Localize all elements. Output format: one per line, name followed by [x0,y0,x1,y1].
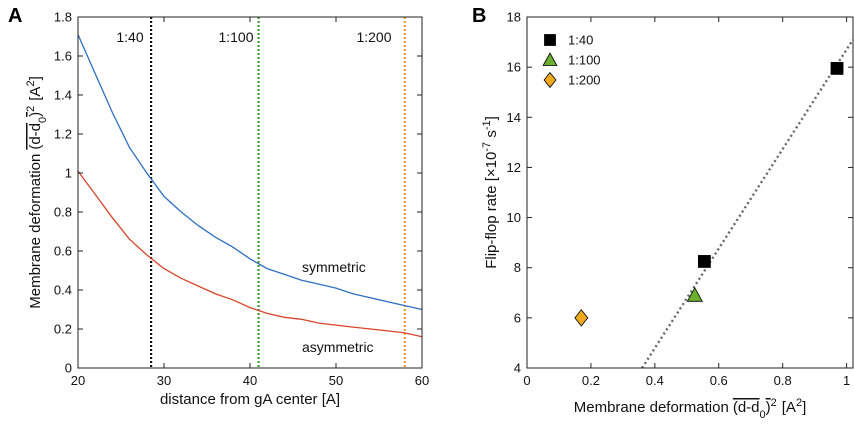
y-tick-label: 0.4 [54,283,72,298]
y-tick-label: 6 [514,310,521,325]
y-label-pow: 2 [25,106,37,112]
y-tick-label: 18 [507,10,521,25]
series-label: symmetric [302,259,366,275]
data-point-1-40 [697,255,711,268]
y-tick-label: 16 [507,60,521,75]
legend-marker-1-40 [544,34,556,46]
y-label-unit: [A [27,87,44,101]
y-tick-label: 1.8 [54,10,72,25]
x-label-unit-close: ] [802,399,806,416]
y-axis-label: Flip-flop rate [×10-7 s-1] [481,116,500,269]
x-label-formula: (d-d [733,399,760,416]
data-point-1-200 [574,309,589,327]
legend-label: 1:100 [568,53,601,68]
fit-line [641,38,854,369]
y-label-prefix: Membrane deformation [27,154,44,309]
y-tick-label: 0 [65,361,72,376]
vline-label: 1:100 [218,29,253,45]
panel-a-letter: A [8,5,22,27]
y-label-formula: (d-d [27,123,44,150]
plot-frame [526,16,854,369]
series-line-asymmetric [77,170,423,338]
legend-marker-1-100 [542,52,558,66]
y-label-unit-exp: -1 [481,120,493,130]
y-label-close: ] [483,116,500,120]
x-tick-label: 0.4 [646,373,664,388]
y-tick-label: 0.8 [54,205,72,220]
x-tick-label: 40 [243,373,257,388]
y-tick-label: 1.4 [54,88,72,103]
y-label-sub: 0 [37,117,49,123]
x-tick-label: 1 [843,373,850,388]
x-label-sub: 0 [760,409,766,421]
data-point-1-40 [830,61,844,75]
y-label-exp: -7 [481,142,493,152]
data-point-1-100 [686,286,703,302]
y-label-unit: s [483,130,500,142]
x-tick-label: 0.8 [774,373,792,388]
x-axis-label: distance from gA center [A] [160,391,340,408]
x-label-unit: [A [782,399,796,416]
y-tick-label: 0.6 [54,244,72,259]
y-label-paren: ) [27,112,44,117]
series-line-symmetric [77,34,423,311]
y-tick-label: 4 [514,361,521,376]
y-tick-label: 10 [507,210,521,225]
y-axis-label: Membrane deformation(d-d0)2[A2] [25,76,49,309]
x-label-paren: ) [766,399,771,416]
y-tick-label: 12 [507,160,521,175]
y-label-prefix: Flip-flop rate [×10 [483,152,500,269]
y-label-unit-close: ] [27,76,44,80]
x-label-prefix: Membrane deformation [574,399,729,416]
x-tick-label: 0.2 [582,373,600,388]
legend-label: 1:40 [568,33,593,48]
panel-b-letter: B [472,5,486,27]
series-label: asymmetric [302,339,374,355]
y-tick-label: 1 [65,166,72,181]
x-tick-label: 20 [71,373,85,388]
y-tick-label: 1.2 [54,127,72,142]
x-tick-label: 50 [329,373,343,388]
legend-marker-1-200 [543,71,557,89]
x-label-pow: 2 [771,397,777,409]
vline-label: 1:40 [116,29,143,45]
legend-label: 1:200 [568,73,601,88]
x-tick-label: 60 [415,373,429,388]
y-tick-label: 8 [514,260,521,275]
y-tick-label: 14 [507,110,521,125]
x-tick-label: 30 [157,373,171,388]
x-axis-label: Membrane deformation (d-d0)2 [A2] [574,397,807,421]
x-tick-label: 0 [523,373,530,388]
vline-label: 1:200 [356,29,391,45]
y-tick-label: 1.6 [54,49,72,64]
y-tick-label: 0.2 [54,322,72,337]
panel-b-chart: 0 0.2 0.4 0.6 0.8 146810121416181:401:1001:20… [481,10,854,421]
y-label-unit-pow: 2 [25,80,37,86]
plot-frame [77,16,423,369]
x-tick-label: 0.6 [710,373,728,388]
x-label-unit-pow: 2 [796,397,802,409]
